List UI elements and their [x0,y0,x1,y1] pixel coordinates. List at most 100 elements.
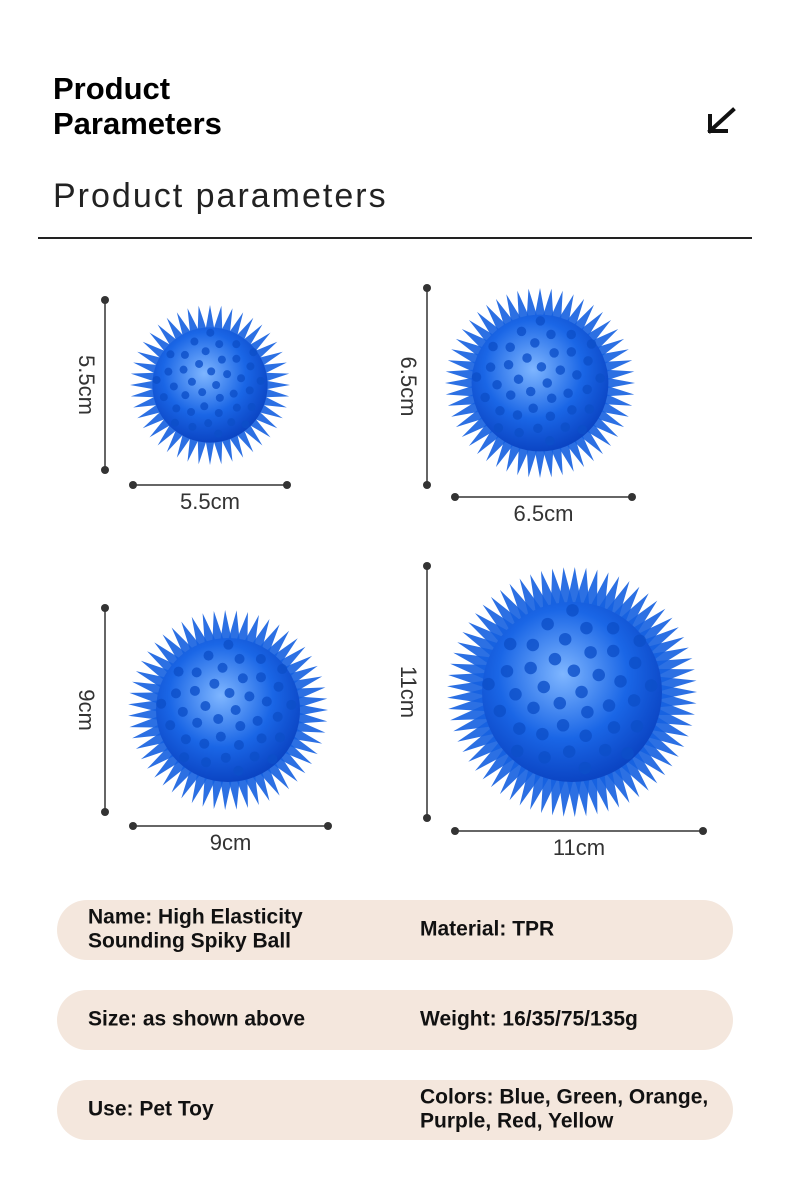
nub [606,621,620,635]
nub [247,402,256,411]
nub [509,688,522,701]
spec-text: Colors: Blue, Green, Orange, [420,1086,708,1109]
dimension-dot [451,493,459,501]
spec-text: Name: High Elasticity [88,906,303,929]
spike [286,665,318,686]
spike [227,610,240,643]
nub [224,687,235,698]
nub [156,698,167,709]
nub [621,747,634,760]
nub [215,731,226,742]
spike [197,305,208,333]
spike [445,385,477,397]
spike [597,576,620,616]
nub [503,360,514,370]
nub [207,367,216,376]
spiky-ball [130,305,290,465]
nub [485,362,496,372]
dimension-dot [283,481,291,489]
spike [197,437,208,465]
spike [451,400,483,417]
nub [166,350,175,359]
spike [506,440,523,472]
spike [205,438,215,465]
spike [654,699,695,716]
nub [614,675,627,688]
height-label: 6.5cm [396,357,421,417]
nub [606,644,620,658]
nub [548,652,562,666]
nub [644,679,658,692]
spike [128,707,161,720]
nub [201,757,212,768]
spike [542,446,554,478]
dimension-dot [101,296,109,304]
dimension-dot [423,814,431,822]
nub [537,680,551,694]
nub [527,701,540,715]
nub [500,664,514,678]
nub [535,316,546,326]
nub [230,705,241,715]
nub [567,664,581,677]
nub [277,663,288,674]
nub [261,696,272,707]
nub [255,653,266,664]
nub [245,386,254,395]
spike [128,700,161,713]
balls: 5.5cm 5.5cm 6.5cm 6.5cm 9cm 9cm 11cm 11cm [74,284,707,860]
nub [187,407,196,416]
spike [130,387,158,398]
spike [212,437,223,465]
nub [191,667,202,678]
nub [187,377,196,386]
spike [462,632,501,658]
nub [566,347,577,357]
nub [235,721,246,732]
width-label: 5.5cm [180,489,240,514]
nub [200,701,211,712]
nub [582,384,592,395]
spike [220,777,233,810]
spike [263,380,290,390]
spike [549,290,563,323]
spec-row [57,990,733,1050]
spike [262,387,290,398]
nub [495,406,505,416]
nub [545,435,555,446]
nub [553,696,567,710]
spike [557,440,574,472]
spike [445,377,476,389]
dimension-dot [129,481,137,489]
spike [187,308,200,336]
nub [198,388,207,397]
nub [232,354,241,363]
spiky-ball [128,610,328,810]
spike [250,769,270,801]
nub [181,391,190,400]
spike [220,434,233,462]
dimension-dot [101,604,109,612]
spike [202,773,217,807]
nub [169,382,178,391]
nub [488,341,498,352]
spike [133,362,161,375]
spike [656,676,697,692]
spike [259,395,287,408]
nub [170,418,179,427]
nub [595,373,605,383]
spike [645,722,685,747]
spike [574,567,590,608]
dimension-dot [324,822,332,830]
nub [223,639,234,650]
nub [232,340,241,349]
dimension-dot [101,466,109,474]
spike [212,305,223,333]
nub [524,661,537,675]
spike [286,734,318,755]
spike [519,766,544,806]
width-label: 9cm [210,830,252,855]
dimension-dot [699,827,707,835]
spike [468,622,506,651]
nub [204,419,213,428]
